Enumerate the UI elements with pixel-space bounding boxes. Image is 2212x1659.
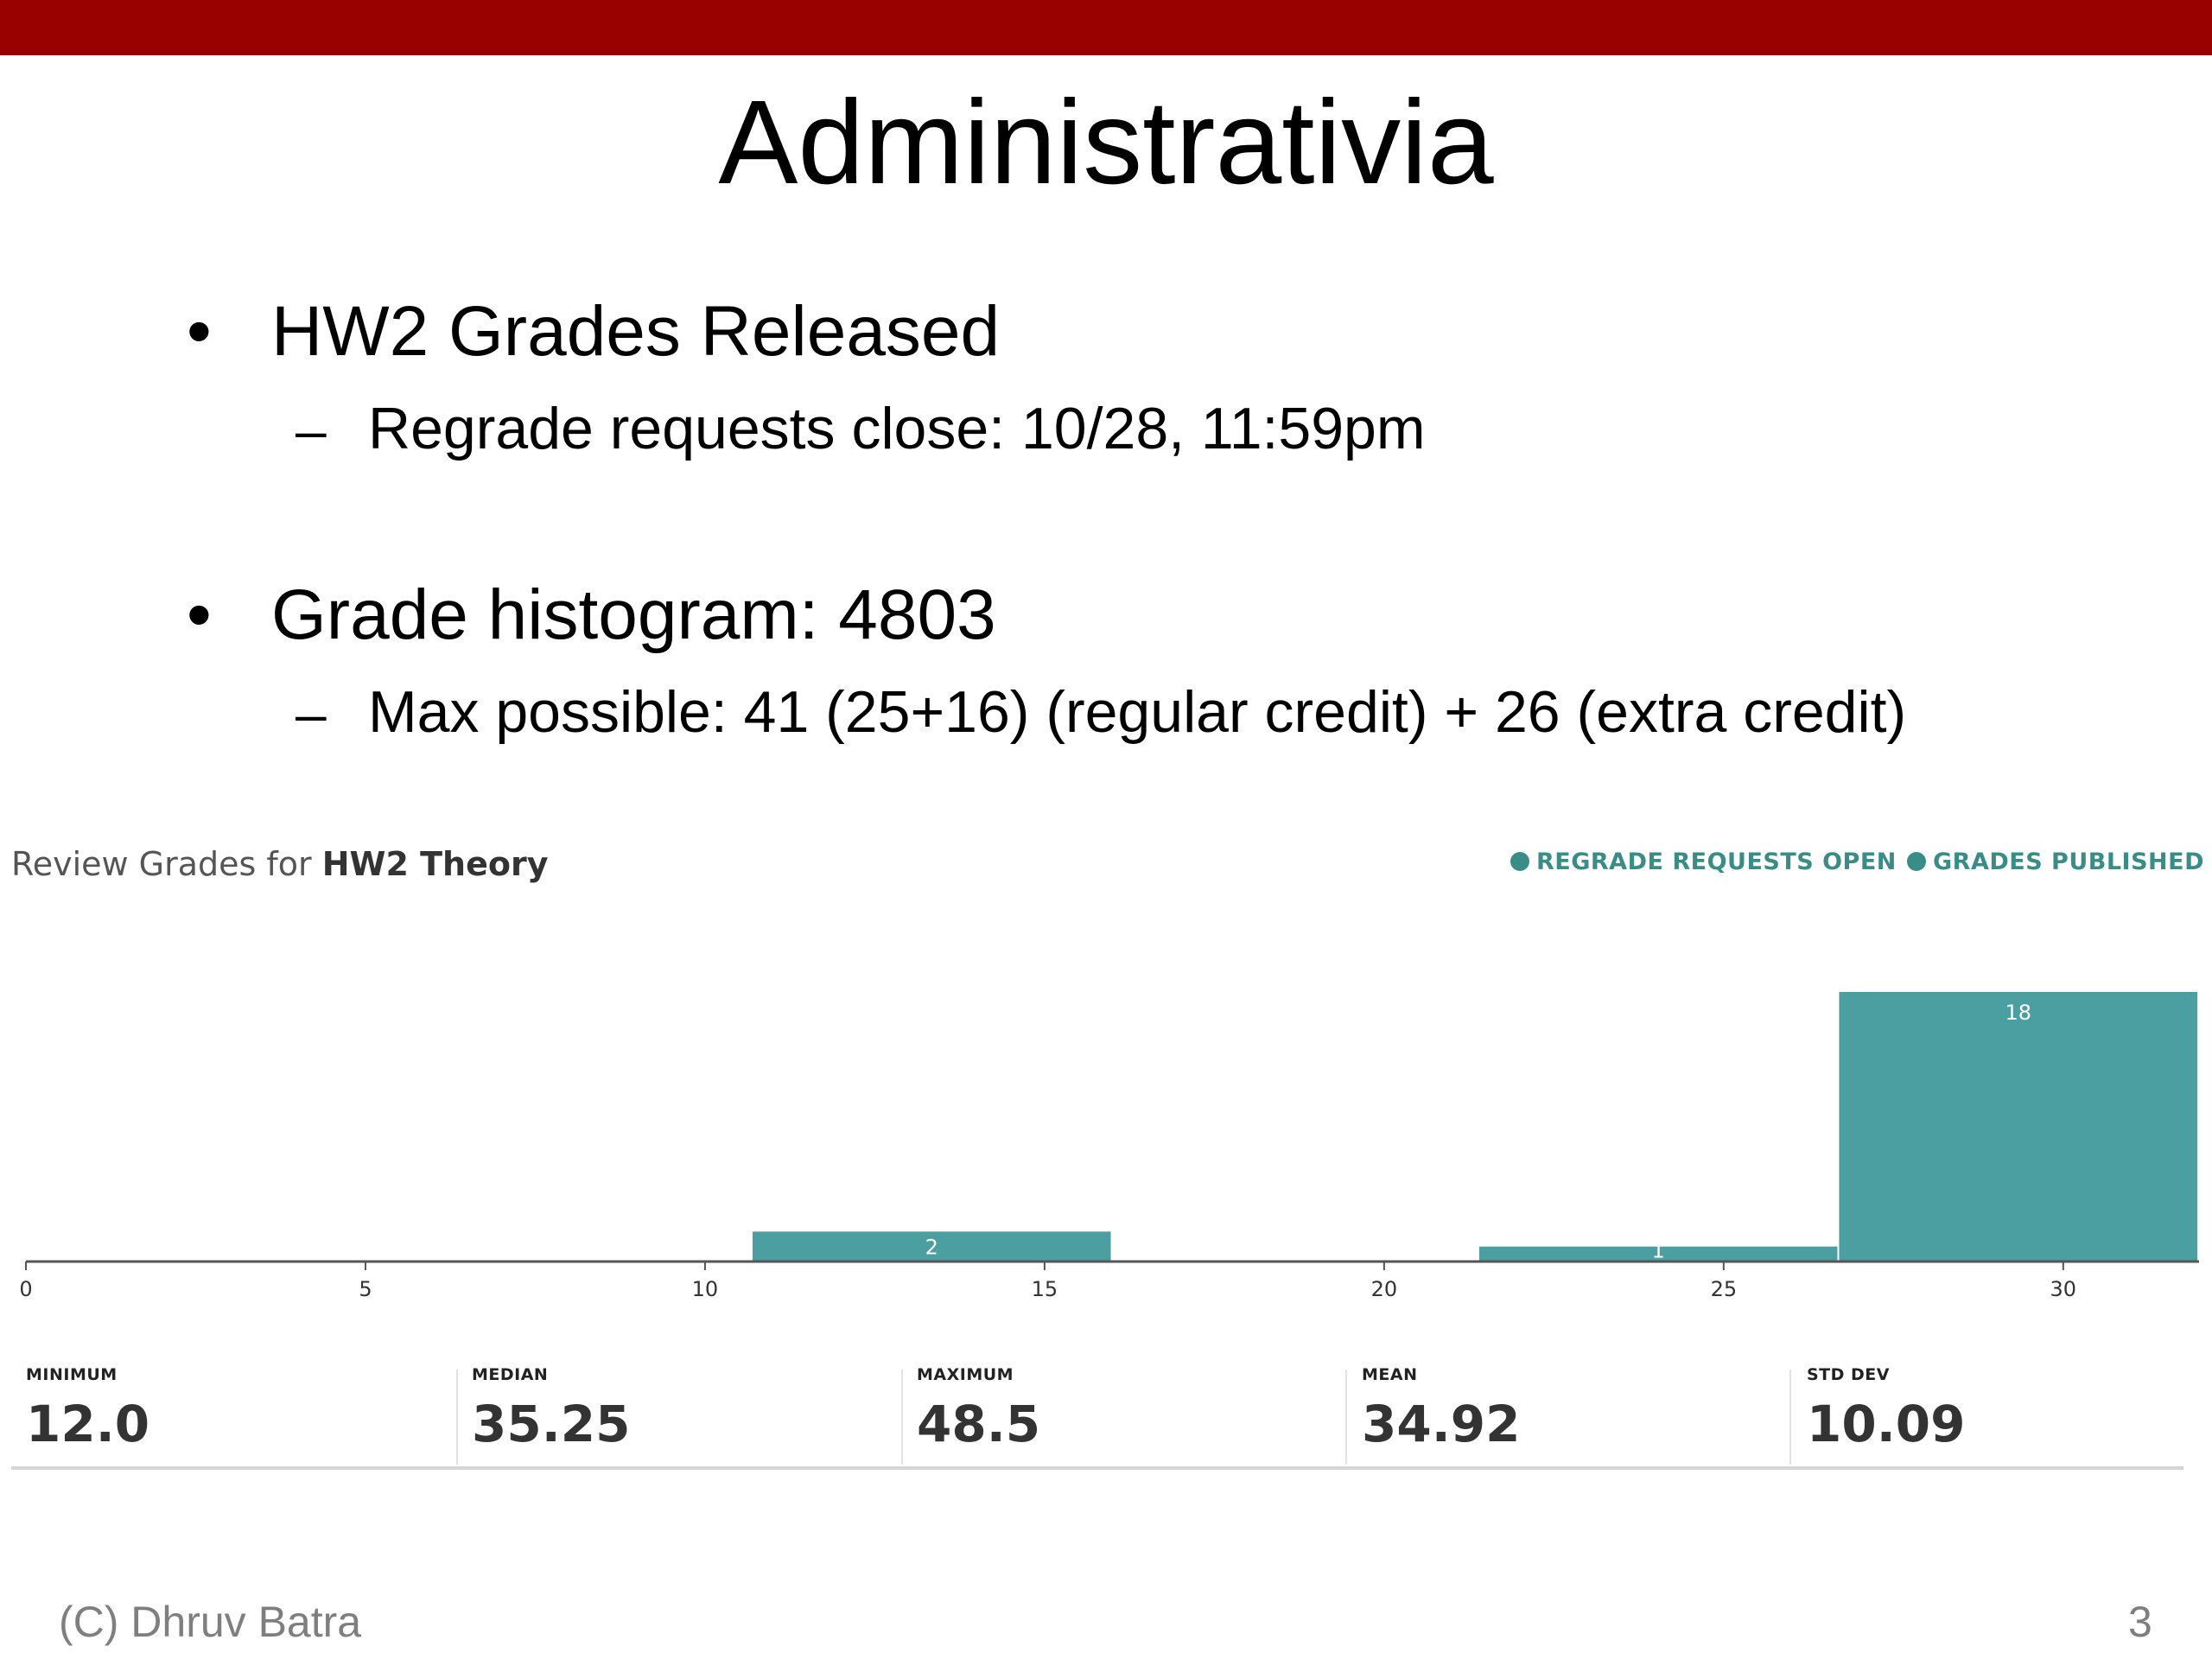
histogram-bar-label: 18 xyxy=(2005,1001,2031,1025)
x-tick-label: 10 xyxy=(692,1277,719,1301)
histogram-bar xyxy=(1478,1246,1838,1262)
stat-label: STD DEV xyxy=(1807,1365,1890,1384)
x-tick-label: 20 xyxy=(1371,1277,1398,1301)
stat-divider xyxy=(1345,1370,1347,1465)
stat-mean: MEAN 34.92 xyxy=(1362,1365,1520,1453)
sub-bullet-marker: – xyxy=(296,399,327,461)
stat-minimum: MINIMUM 12.0 xyxy=(26,1365,149,1453)
x-tick-label: 5 xyxy=(359,1277,372,1301)
stat-std-dev: STD DEV 10.09 xyxy=(1807,1365,1965,1453)
assignment-name: HW2 Theory xyxy=(321,845,549,883)
status-label: REGRADE REQUESTS OPEN xyxy=(1536,849,1897,875)
bullet-marker: • xyxy=(187,575,212,654)
bullet-marker: • xyxy=(187,292,212,371)
footer-credit: (C) Dhruv Batra xyxy=(59,1598,362,1646)
status-regrade-requests-open: REGRADE REQUESTS OPEN xyxy=(1510,849,1897,875)
histogram-bar xyxy=(1839,992,2197,1262)
stat-divider xyxy=(901,1370,903,1465)
status-dot-icon xyxy=(1907,852,1926,871)
x-tick-label: 25 xyxy=(1711,1277,1738,1301)
stat-label: MEDIAN xyxy=(472,1365,549,1384)
stat-median: MEDIAN 35.25 xyxy=(472,1365,630,1453)
status-label: GRADES PUBLISHED xyxy=(1933,849,2204,875)
grade-histogram: 2 1 18 0 5 10 15 20 25 30 xyxy=(19,992,2199,1301)
stat-label: MEAN xyxy=(1362,1365,1418,1384)
stat-maximum: MAXIMUM 48.5 xyxy=(917,1365,1040,1453)
bullet-grade-histogram: Grade histogram: 4803 xyxy=(271,575,996,654)
stat-divider xyxy=(456,1370,458,1465)
stat-value: 10.09 xyxy=(1807,1395,1966,1453)
slide-top-bar xyxy=(0,0,2212,55)
stat-value: 35.25 xyxy=(472,1395,631,1453)
histogram-bar xyxy=(752,1231,1111,1262)
sub-bullet-regrade: Regrade requests close: 10/28, 11:59pm xyxy=(368,396,1426,461)
bullet-hw2-grades: HW2 Grades Released xyxy=(271,292,1001,371)
status-dot-icon xyxy=(1510,852,1529,871)
slide-title: Administrativia xyxy=(718,76,1494,209)
histogram-bar-label: 2 xyxy=(925,1235,938,1259)
stat-label: MINIMUM xyxy=(26,1365,118,1384)
sub-bullet-marker: – xyxy=(296,683,327,745)
review-grades-title: Review Grades for HW2 Theory xyxy=(11,845,549,883)
status-grades-published: GRADES PUBLISHED xyxy=(1907,849,2204,875)
stat-label: MAXIMUM xyxy=(917,1365,1014,1384)
stat-value: 48.5 xyxy=(917,1395,1041,1453)
sub-bullet-max-possible: Max possible: 41 (25+16) (regular credit… xyxy=(368,679,1907,745)
stat-value: 34.92 xyxy=(1362,1395,1521,1453)
stat-value: 12.0 xyxy=(26,1395,150,1453)
stat-divider xyxy=(1789,1370,1791,1465)
histogram-bar-label: 1 xyxy=(1652,1239,1665,1263)
review-grades-prefix: Review Grades for xyxy=(11,845,322,883)
page-number: 3 xyxy=(2128,1598,2152,1646)
x-tick-label: 15 xyxy=(1032,1277,1058,1301)
x-tick-label: 0 xyxy=(19,1277,32,1301)
x-tick-label: 30 xyxy=(2050,1277,2077,1301)
stats-bottom-rule xyxy=(11,1466,2183,1470)
